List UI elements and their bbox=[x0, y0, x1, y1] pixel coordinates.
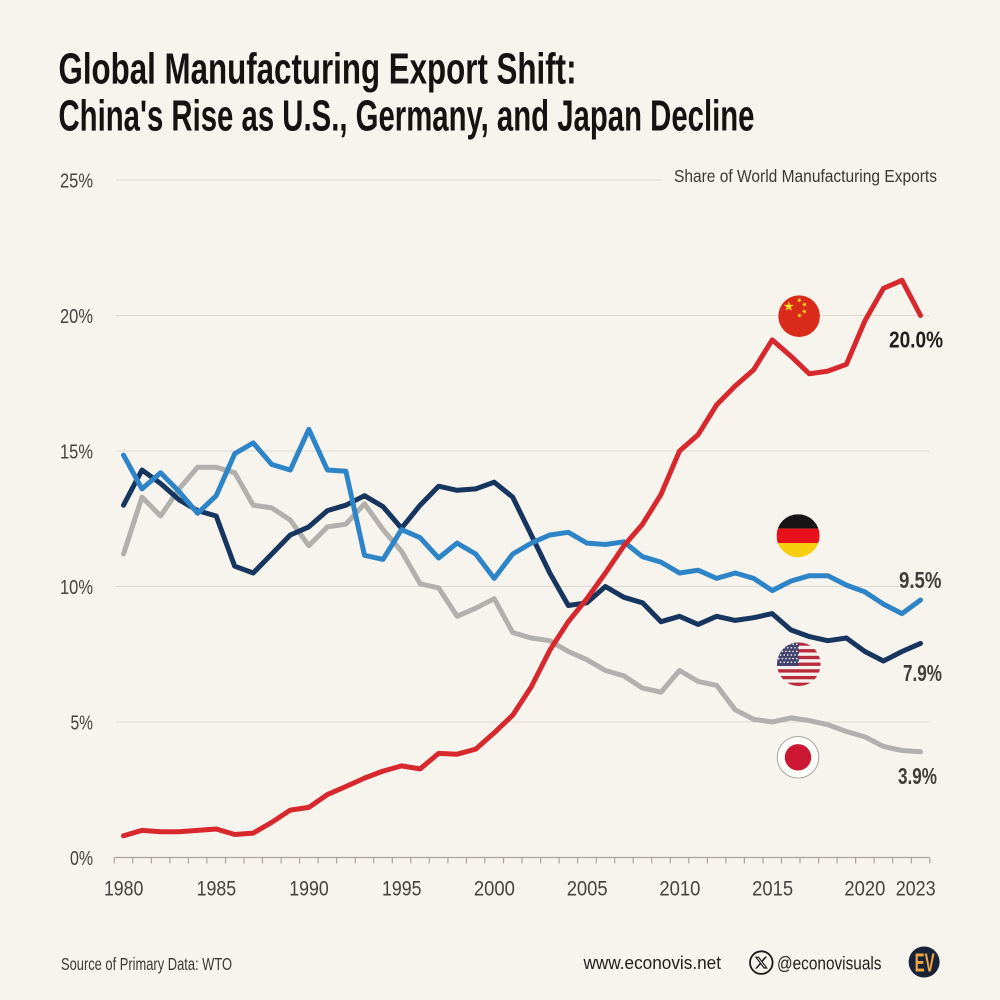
svg-text:1985: 1985 bbox=[197, 877, 237, 901]
svg-text:10%: 10% bbox=[60, 577, 93, 599]
svg-text:2010: 2010 bbox=[659, 877, 700, 901]
svg-text:1990: 1990 bbox=[289, 877, 329, 901]
svg-text:2000: 2000 bbox=[474, 877, 515, 901]
svg-text:1995: 1995 bbox=[382, 877, 422, 901]
svg-text:Global Manufacturing Export Sh: Global Manufacturing Export Shift: bbox=[59, 45, 577, 94]
svg-text:7.9%: 7.9% bbox=[903, 660, 942, 686]
svg-text:3.9%: 3.9% bbox=[898, 763, 937, 789]
svg-text:@econovisuals: @econovisuals bbox=[777, 954, 882, 974]
svg-text:EV: EV bbox=[915, 947, 935, 977]
svg-text:www.econovis.net: www.econovis.net bbox=[583, 953, 721, 973]
svg-text:Source of Primary Data: WTO: Source of Primary Data: WTO bbox=[61, 954, 232, 974]
svg-text:2023: 2023 bbox=[896, 877, 936, 901]
svg-text:China's Rise as U.S., Germany,: China's Rise as U.S., Germany, and Japan… bbox=[59, 92, 755, 141]
svg-text:5%: 5% bbox=[71, 712, 94, 734]
svg-text:2015: 2015 bbox=[752, 877, 793, 901]
svg-text:15%: 15% bbox=[60, 441, 93, 463]
svg-text:Share of World Manufacturing E: Share of World Manufacturing Exports bbox=[674, 166, 937, 186]
svg-text:25%: 25% bbox=[60, 170, 93, 192]
svg-text:2020: 2020 bbox=[844, 877, 885, 901]
svg-text:20.0%: 20.0% bbox=[889, 327, 943, 353]
svg-text:20%: 20% bbox=[60, 306, 93, 328]
svg-text:9.5%: 9.5% bbox=[899, 567, 942, 593]
svg-text:0%: 0% bbox=[70, 848, 93, 870]
svg-text:1980: 1980 bbox=[104, 877, 144, 901]
svg-text:2005: 2005 bbox=[567, 877, 608, 901]
